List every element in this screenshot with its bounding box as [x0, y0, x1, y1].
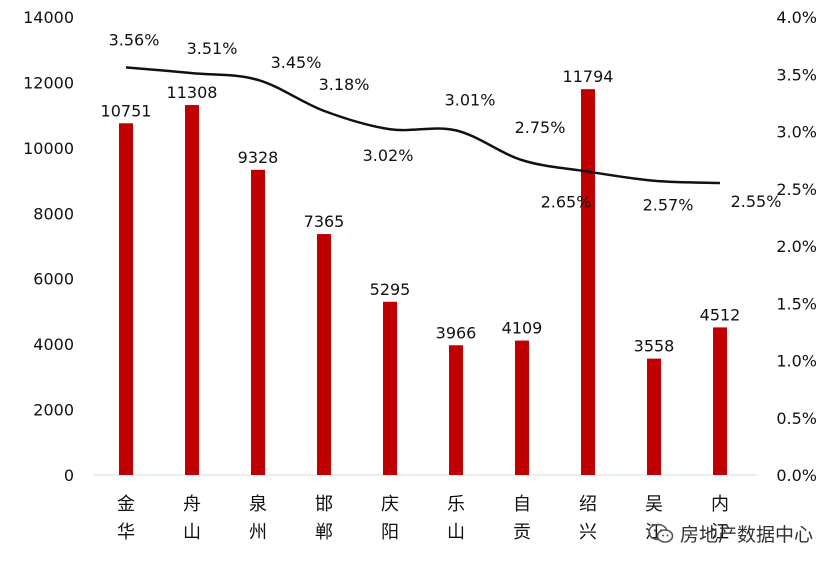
bar [317, 234, 331, 475]
line-label: 2.65% [541, 193, 592, 212]
category-label: 江 [711, 522, 729, 543]
line-label: 3.45% [271, 53, 322, 72]
bar [383, 301, 397, 475]
category-label: 吴 [645, 494, 663, 515]
watermark: 房地产数据中心 [648, 520, 813, 547]
bar-label: 5295 [370, 280, 411, 299]
category-label: 乐 [447, 494, 465, 515]
category-label: 贡 [513, 522, 531, 543]
line-label: 3.51% [187, 39, 238, 58]
line-label: 2.75% [515, 118, 566, 137]
y-right-tick: 1.5% [776, 294, 817, 313]
y-left-tick: 6000 [33, 270, 74, 289]
category-label: 金 [117, 494, 135, 515]
y-left-tick: 2000 [33, 401, 74, 420]
bar-label: 11308 [167, 83, 218, 102]
bar [449, 345, 463, 475]
bar [713, 327, 727, 475]
line-label: 3.02% [363, 146, 414, 165]
y-left-tick: 8000 [33, 204, 74, 223]
line-label: 3.18% [319, 75, 370, 94]
bar-label: 3558 [634, 337, 675, 356]
category-label: 绍 [579, 494, 597, 515]
bar [185, 105, 199, 475]
y-right-tick: 1.0% [776, 352, 817, 371]
y-left-tick: 14000 [23, 8, 74, 27]
category-label: 舟 [183, 494, 201, 515]
bar [647, 358, 661, 475]
category-label: 山 [447, 522, 465, 543]
bar-label: 4109 [502, 319, 543, 338]
y-left-tick: 10000 [23, 139, 74, 158]
rate-line-series [125, 66, 721, 185]
y-right-tick: 4.0% [776, 8, 817, 27]
category-label: 自 [513, 494, 531, 515]
y-axis-right: 0.0% 0.5% 1.0% 1.5% 2.0% 2.5% 3.0% 3.5% 4.0% [776, 8, 817, 485]
category-label: 郸 [315, 522, 333, 543]
category-label: 山 [183, 522, 201, 543]
line-label: 2.57% [643, 196, 694, 215]
bar-label: 4512 [700, 305, 741, 324]
wechat-icon [648, 523, 674, 543]
bar-series [119, 89, 727, 476]
y-left-tick: 4000 [33, 335, 74, 354]
y-right-tick: 3.0% [776, 123, 817, 142]
y-left-tick: 0 [64, 466, 74, 485]
line-label: 2.55% [731, 192, 782, 211]
y-left-tick: 12000 [23, 73, 74, 92]
y-right-tick: 3.5% [776, 65, 817, 84]
bar-label: 9328 [238, 148, 279, 167]
category-label: 阳 [381, 522, 399, 543]
bar-label: 11794 [563, 67, 614, 86]
category-label: 兴 [579, 522, 597, 543]
line-label: 3.56% [109, 30, 160, 49]
bar [581, 89, 595, 475]
line-data-labels: 3.56% 3.51% 3.45% 3.18% 3.02% 3.01% 2.75% 2.65%… [109, 30, 782, 214]
category-label: 庆 [381, 494, 399, 515]
bar [119, 123, 133, 476]
bar-data-labels: 10751 11308 9328 7365 5295 3966 4109 11794 3558 4… [101, 67, 741, 355]
line-label: 3.01% [445, 90, 496, 109]
category-label: 华 [117, 522, 135, 543]
category-label: 泉 [249, 494, 267, 515]
y-right-tick: 2.5% [776, 180, 817, 199]
y-axis-left: 0 2000 4000 6000 8000 10000 12000 14000 [23, 8, 74, 485]
y-right-tick: 0.0% [776, 466, 817, 485]
category-label: 内 [711, 494, 729, 515]
bar-label: 3966 [436, 323, 477, 342]
bar [251, 169, 265, 476]
bar-label: 7365 [304, 212, 345, 231]
category-label: 州 [249, 522, 267, 543]
y-right-tick: 2.0% [776, 237, 817, 256]
bar-label: 10751 [101, 101, 152, 120]
watermark-text: 房地产数据中心 [679, 524, 813, 546]
category-label: 邯 [315, 494, 333, 515]
bar [515, 340, 529, 475]
y-right-tick: 0.5% [776, 409, 817, 428]
